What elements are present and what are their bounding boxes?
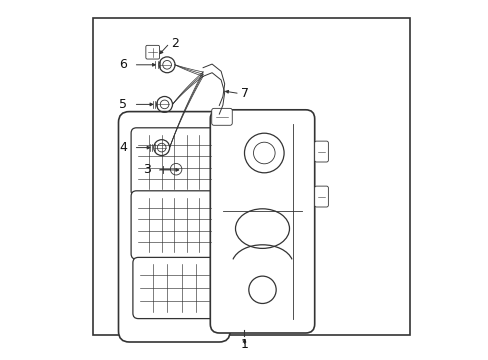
Bar [93, 18, 409, 335]
FancyBboxPatch shape [145, 45, 159, 59]
FancyBboxPatch shape [314, 186, 328, 207]
Text: 5: 5 [119, 98, 127, 111]
FancyBboxPatch shape [210, 110, 314, 333]
Text: 3: 3 [142, 163, 151, 176]
FancyBboxPatch shape [118, 112, 230, 342]
Text: 7: 7 [241, 87, 248, 100]
FancyBboxPatch shape [131, 191, 217, 259]
Ellipse shape [235, 209, 289, 248]
FancyBboxPatch shape [131, 128, 217, 196]
FancyBboxPatch shape [133, 257, 215, 319]
Text: 2: 2 [170, 37, 178, 50]
Text: 6: 6 [120, 58, 127, 71]
Text: 1: 1 [240, 338, 248, 351]
Text: 4: 4 [120, 141, 127, 154]
FancyBboxPatch shape [314, 141, 328, 162]
FancyBboxPatch shape [211, 108, 232, 125]
